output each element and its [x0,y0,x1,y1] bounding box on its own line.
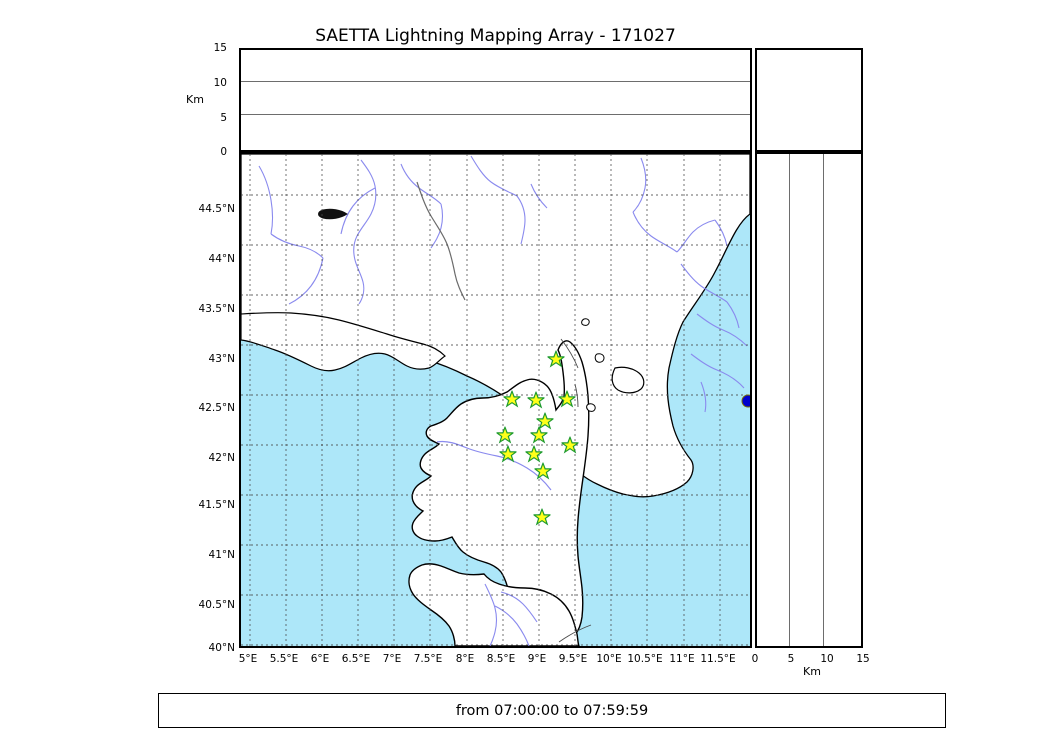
top-panel-gridline-10 [241,81,750,83]
time-window-caption: from 07:00:00 to 07:59:59 [158,693,946,728]
map-panel[interactable] [239,152,752,648]
map-xtick-5-5: 5.5°E [269,653,299,665]
top-panel-ytick-10: 10 [213,77,227,89]
map-ytick-43-5: 43.5°N [198,303,235,315]
right-panel-xtick-5: 5 [787,653,795,665]
map-ytick-44: 44°N [208,253,235,265]
station-star[interactable] [533,461,553,480]
caption-text: from 07:00:00 to 07:59:59 [455,702,649,719]
page-title: SAETTA Lightning Mapping Array - 171027 [315,26,676,46]
right-height-panel[interactable] [755,152,863,648]
station-star[interactable] [529,425,549,444]
top-panel-axis-label: Km [186,93,204,106]
map-xtick-11-5: 11.5°E [700,653,736,665]
map-ytick-42: 42°N [208,452,235,464]
map-xtick-7: 7°E [382,653,402,665]
right-panel-axis-label: Km [803,665,821,678]
station-star[interactable] [532,507,552,526]
map-xtick-8-5: 8.5°E [486,653,516,665]
right-panel-xtick-10: 10 [820,653,834,665]
station-star[interactable] [546,349,566,368]
top-panel-ytick-5: 5 [220,112,227,124]
map-xtick-6: 6°E [310,653,330,665]
map-xtick-10-5: 10.5°E [627,653,663,665]
map-xtick-6-5: 6.5°E [341,653,371,665]
map-ytick-41: 41°N [208,549,235,561]
top-panel-gridline-5 [241,114,750,115]
map-ytick-40-5: 40.5°N [198,599,235,611]
map-xtick-5: 5°E [238,653,258,665]
map-xtick-8: 8°E [455,653,475,665]
map-xtick-10: 10°E [596,653,622,665]
map-ytick-43: 43°N [208,353,235,365]
top-right-panel[interactable] [755,48,863,152]
top-panel-ytick-15: 15 [213,42,227,54]
station-star[interactable] [557,389,577,408]
right-panel-xtick-0: 0 [751,653,759,665]
station-star[interactable] [560,435,580,454]
top-panel-ytick-0: 0 [220,146,227,158]
map-ytick-40: 40°N [208,642,235,654]
station-star[interactable] [495,425,515,444]
map-ytick-41-5: 41.5°N [198,499,235,511]
station-star[interactable] [498,444,518,463]
station-star[interactable] [524,444,544,463]
station-star[interactable] [535,411,555,430]
station-star[interactable] [526,390,546,409]
map-graphic [241,154,750,646]
station-star[interactable] [502,389,522,408]
map-xtick-7-5: 7.5°E [413,653,443,665]
right-panel-gridline-10 [823,154,824,646]
right-panel-xtick-15: 15 [856,653,870,665]
source-point-marker[interactable] [741,394,750,408]
map-xtick-9: 9°E [527,653,547,665]
map-xtick-11: 11°E [669,653,695,665]
right-panel-gridline-5 [789,154,790,646]
map-xtick-9-5: 9.5°E [558,653,588,665]
map-ytick-44-5: 44.5°N [198,203,235,215]
top-height-panel[interactable] [239,48,752,152]
map-ytick-42-5: 42.5°N [198,402,235,414]
